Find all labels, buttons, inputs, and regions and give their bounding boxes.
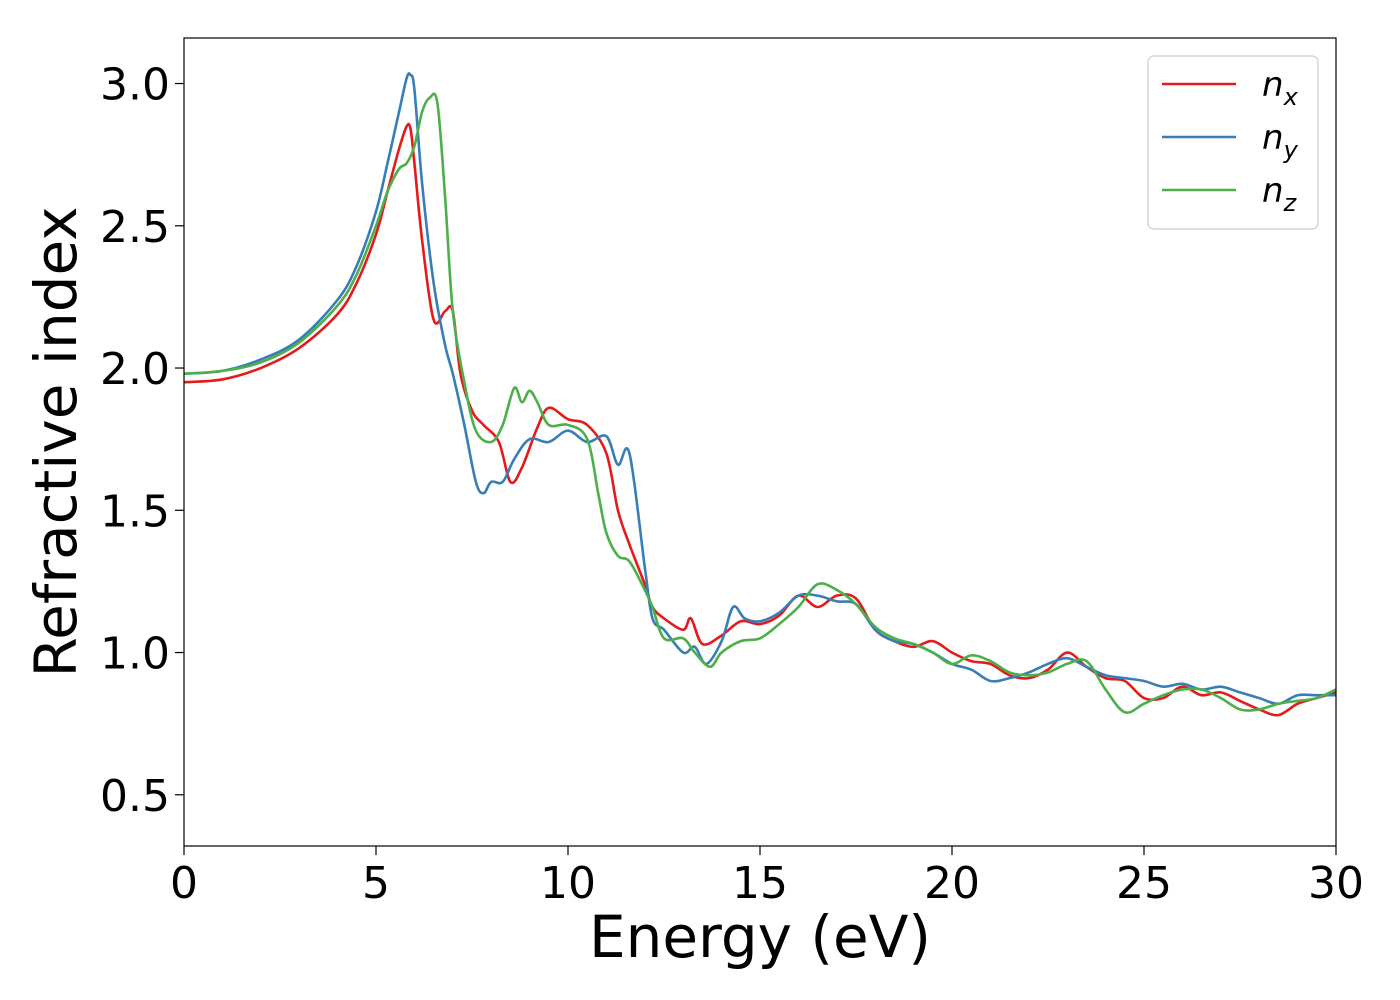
x-axis-title: Energy (eV) [589, 903, 931, 971]
legend-label-nx: nx [1262, 65, 1299, 111]
x-tick-label: 10 [540, 858, 596, 909]
series-line-nz [183, 92, 1337, 714]
x-tick-label: 25 [1116, 858, 1172, 909]
y-tick-label: 1.5 [100, 486, 170, 537]
y-tick-label: 1.0 [100, 629, 170, 680]
y-tick-label: 2.5 [100, 202, 170, 253]
series-line-nx [183, 122, 1337, 717]
legend-label-ny: ny [1262, 118, 1299, 164]
x-tick-label: 15 [732, 858, 788, 909]
y-tick-label: 3.0 [100, 60, 170, 111]
x-tick-label: 30 [1308, 858, 1364, 909]
legend: nx ny nz [1147, 55, 1319, 230]
legend-label-nz: nz [1262, 171, 1298, 217]
x-tick-label: 0 [170, 858, 198, 909]
legend-box [1147, 55, 1319, 230]
y-tick-label: 2.0 [100, 344, 170, 395]
x-tick-label: 20 [924, 858, 980, 909]
x-tick-label: 5 [362, 858, 390, 909]
series-lines [183, 72, 1337, 717]
y-tick-label: 0.5 [100, 771, 170, 822]
y-axis-title: Refractive index [22, 206, 90, 677]
y-axis-ticks: 0.5 1.0 1.5 2.0 2.5 3.0 [100, 60, 184, 822]
x-axis-ticks: 0 5 10 15 20 25 30 [170, 846, 1364, 909]
plot-area [184, 38, 1336, 846]
